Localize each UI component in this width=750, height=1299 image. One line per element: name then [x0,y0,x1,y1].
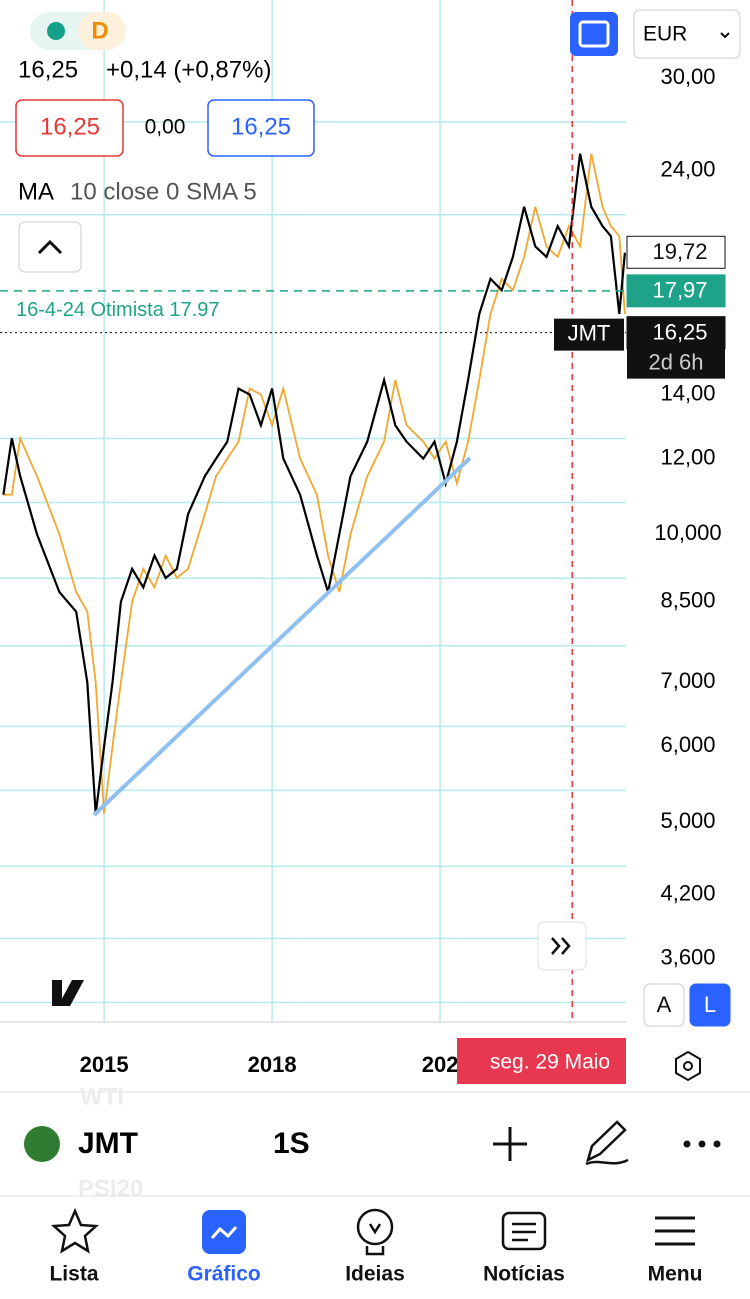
price-label: 19,72 [652,239,707,264]
change: +0,14 (+0,87%) [106,56,271,83]
y-tick-label: 4,200 [660,880,715,905]
price-line [2,153,626,815]
y-tick-label: 12,00 [660,444,715,469]
tab-label[interactable]: Menu [648,1263,703,1286]
crosshair-label: seg. 29 Maio [490,1051,610,1074]
annotation-label: 16-4-24 Otimista 17.97 [16,299,219,321]
price-line [3,153,626,815]
collapse-icon [37,239,63,255]
fullscreen-button[interactable] [570,12,618,56]
tab-icon-glyph [512,1222,536,1242]
bid[interactable]: 16,25 [40,113,100,140]
y-tick-label: 7,000 [660,668,715,693]
more-button[interactable] [683,1140,721,1148]
price-label: 17,97 [652,278,707,303]
countdown: 2d 6h [648,349,703,374]
indicator-params: 10 close 0 SMA 5 [70,178,257,205]
trend-line [92,456,472,817]
scroll-icon [551,937,571,955]
symbol-logo [24,1126,60,1162]
y-tick-label: 3,600 [660,944,715,969]
price: 16,25 [18,56,78,83]
status-dot [47,22,65,40]
y-tick-label: 8,500 [660,588,715,613]
ask[interactable]: 16,25 [231,113,291,140]
price-label: 16,25 [652,319,707,344]
add-button[interactable] [493,1127,527,1161]
y-tick-label: 14,00 [660,380,715,405]
price-label-box [626,316,726,350]
settings-dot [683,1061,693,1071]
scale-button[interactable] [643,983,685,1027]
symbol-label: JMT [568,320,611,345]
settings-icon[interactable] [675,1050,701,1082]
y-tick-label: 6,000 [660,732,715,757]
tv-logo [24,980,84,1006]
draw-button[interactable] [585,1120,629,1166]
tab-label[interactable]: Notícias [483,1263,565,1286]
tab-icon[interactable] [501,1211,547,1251]
y-tick-label: 5,000 [660,808,715,833]
tab-bar: Lista Gráfico Ideias Notícias Menu [49,1263,702,1286]
plot [0,0,626,1022]
collapse-button[interactable] [18,221,82,273]
status-letter: D [91,17,108,44]
spread: 0,00 [145,116,186,139]
symbol-label-box [554,318,624,351]
status-d-bg [78,12,126,50]
tab-icon[interactable] [655,1216,695,1246]
y-tick-label: 30,00 [660,64,715,89]
tab-icon-glyph [365,1223,385,1256]
x-tick-label: 202 [422,1052,459,1077]
tab-label[interactable]: Ideias [345,1263,405,1286]
y-tick-label: 10,000 [654,520,721,545]
scroll-button[interactable] [537,921,587,971]
scale-button-label[interactable]: A [657,992,672,1017]
scale-button-label[interactable]: L [704,992,716,1017]
symbol[interactable]: JMT [78,1127,138,1160]
tab-label[interactable]: Lista [49,1263,98,1286]
currency-select[interactable] [633,9,741,59]
ask-box[interactable] [207,99,315,157]
price-label-box [626,274,726,308]
tab-icon-glyph [210,1226,238,1239]
prev-symbol: WTI [80,1083,124,1110]
grid [0,0,626,1023]
currency-caret [720,32,730,39]
y-tick-label: 24,00 [660,157,715,182]
x-tick-label: 2018 [248,1052,297,1077]
tab-label[interactable]: Gráfico [187,1263,261,1286]
scale-button[interactable] [689,983,731,1027]
bid-box[interactable] [15,99,124,157]
next-symbol: PSI20 [78,1175,143,1202]
countdown-box [627,348,725,379]
tab-icon[interactable] [356,1208,394,1246]
tab-icon[interactable] [50,1207,100,1254]
price-label-box [626,235,726,269]
interval[interactable]: 1S [273,1127,310,1160]
crosshair-label-box [457,1038,626,1084]
fullscreen-icon [578,20,610,48]
x-tick-label: 2015 [80,1052,129,1077]
currency[interactable]: EUR [643,23,687,46]
indicator-name: MA [18,178,54,205]
